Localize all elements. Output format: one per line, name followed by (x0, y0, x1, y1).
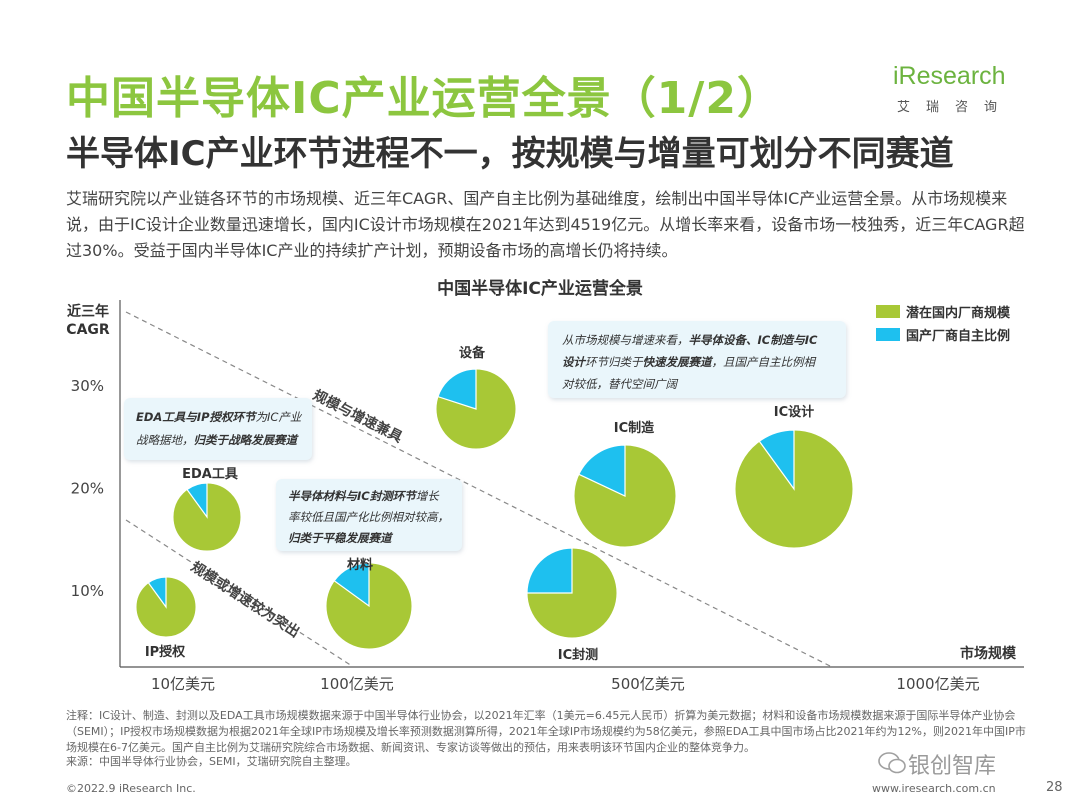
page-title: 中国半导体IC产业运营全景（1/2） (66, 73, 782, 124)
point-label: IC设计 (774, 404, 814, 420)
callout-stable (276, 479, 462, 551)
logo-brand: iResearch (893, 62, 1006, 90)
watermark: 银创智库 (908, 754, 997, 779)
callout-text: 战略据地，归类于战略发展赛道 (136, 433, 299, 447)
point-label: EDA工具 (182, 467, 238, 482)
pie-IC设计-cyan (758, 429, 795, 491)
y-tick-label: 10% (71, 582, 104, 600)
page-subtitle: 半导体IC产业环节进程不一，按规模与增量可划分不同赛道 (66, 134, 954, 174)
band-label-lower: 规模或增速较为突出 (188, 558, 303, 641)
callout-text: 设计环节归类于快速发展赛道，且国产自主比例相 (562, 355, 816, 369)
callout-strategic (124, 398, 312, 460)
legend-label: 潜在国内厂商规模 (906, 305, 1011, 321)
logo-brand-cn: 艾瑞咨询 (897, 100, 1014, 115)
x-tick-label: 100亿美元 (320, 675, 394, 693)
intro-paragraph: 艾瑞研究院以产业链各环节的市场规模、近三年CAGR、国产自主比例为基础维度，绘制… (66, 189, 1025, 260)
pie-材料-cyan (333, 562, 370, 608)
x-axis-label: 市场规模 (960, 645, 1017, 662)
callout-text: 从市场规模与增速来看，半导体设备、IC制造与IC (562, 333, 818, 347)
callout-text: 归类于平稳发展赛道 (288, 531, 394, 545)
copyright: ©2022.9 iResearch Inc. (66, 782, 196, 795)
point-label: 设备 (459, 345, 486, 361)
point-label: IC制造 (614, 420, 655, 436)
legend-swatch-green (876, 305, 900, 318)
x-tick-label: 500亿美元 (611, 675, 685, 693)
y-axis-label: 近三年 (67, 303, 109, 320)
iresearch-logo: iResearch 艾瑞咨询 (893, 62, 1033, 122)
bubble-pie-chart: EDA工具与IP授权环节为IC产业战略据地，归类于战略发展赛道半导体材料与IC封… (66, 278, 1024, 693)
y-tick-label: 30% (71, 377, 104, 395)
callout-text: 率较低且国产化比例相对较高， (288, 510, 449, 524)
y-tick-label: 20% (71, 480, 104, 498)
pie-IP授权-cyan (147, 576, 167, 609)
x-tick-label: 10亿美元 (151, 675, 215, 693)
callout-text: 半导体材料与IC封测环节增长 (288, 489, 440, 503)
source-note: 来源：中国半导体行业协会，SEMI，艾瑞研究院自主整理。 (66, 755, 357, 768)
legend-swatch-cyan (876, 328, 900, 341)
pie-IC制造-cyan (578, 444, 626, 497)
callout-text: 对较低，替代空间广阔 (562, 377, 678, 391)
legend-label: 国产厂商自主比例 (906, 328, 1010, 344)
pie-IC封测-cyan (526, 547, 573, 594)
callout-text: EDA工具与IP授权环节为IC产业 (136, 410, 303, 424)
point-label: IP授权 (145, 644, 186, 660)
page-number: 28 (1046, 780, 1063, 795)
y-axis-label: CAGR (66, 322, 110, 338)
x-tick-label: 1000亿美元 (896, 675, 979, 693)
callout-fast (548, 321, 846, 398)
pie-设备-cyan (437, 368, 477, 410)
point-label: IC封测 (558, 647, 598, 663)
band-label-upper: 规模与增速兼具 (310, 386, 405, 446)
chart-title: 中国半导体IC产业运营全景 (437, 278, 643, 299)
site-url[interactable]: www.iresearch.com.cn (872, 782, 996, 795)
footnote: 注释：IC设计、制造、封测以及EDA工具市场规模数据来源于中国半导体行业协会，以… (66, 709, 1026, 754)
wechat-icon (878, 752, 906, 774)
point-label: 材料 (347, 557, 373, 573)
pie-EDA工具-cyan (186, 482, 208, 519)
